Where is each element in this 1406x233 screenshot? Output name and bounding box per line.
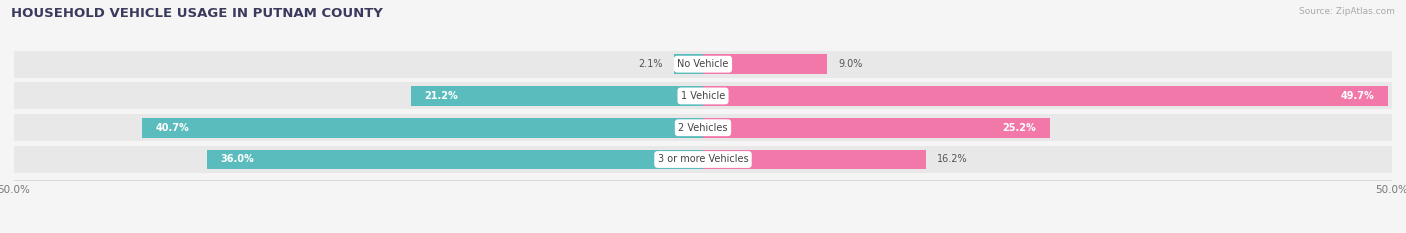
Bar (142, 118, 703, 137)
Bar (673, 54, 703, 74)
Text: Source: ZipAtlas.com: Source: ZipAtlas.com (1299, 7, 1395, 16)
Bar (703, 150, 927, 169)
Bar (703, 54, 827, 74)
Text: 16.2%: 16.2% (938, 154, 967, 164)
Bar (703, 118, 1050, 137)
Text: 49.7%: 49.7% (1340, 91, 1374, 101)
Bar (14, 82, 1392, 110)
Text: 36.0%: 36.0% (221, 154, 254, 164)
Legend: Owner-occupied, Renter-occupied: Owner-occupied, Renter-occupied (586, 230, 820, 233)
Text: 25.2%: 25.2% (1002, 123, 1036, 133)
Bar (14, 114, 1392, 141)
Text: 21.2%: 21.2% (425, 91, 458, 101)
Text: No Vehicle: No Vehicle (678, 59, 728, 69)
Text: 1 Vehicle: 1 Vehicle (681, 91, 725, 101)
Text: HOUSEHOLD VEHICLE USAGE IN PUTNAM COUNTY: HOUSEHOLD VEHICLE USAGE IN PUTNAM COUNTY (11, 7, 382, 20)
Text: 9.0%: 9.0% (838, 59, 862, 69)
Bar (14, 51, 1392, 78)
Bar (207, 150, 703, 169)
Bar (14, 146, 1392, 173)
Bar (411, 86, 703, 106)
Text: 40.7%: 40.7% (156, 123, 190, 133)
Text: 2 Vehicles: 2 Vehicles (678, 123, 728, 133)
Text: 2.1%: 2.1% (638, 59, 664, 69)
Text: 3 or more Vehicles: 3 or more Vehicles (658, 154, 748, 164)
Bar (703, 86, 1388, 106)
